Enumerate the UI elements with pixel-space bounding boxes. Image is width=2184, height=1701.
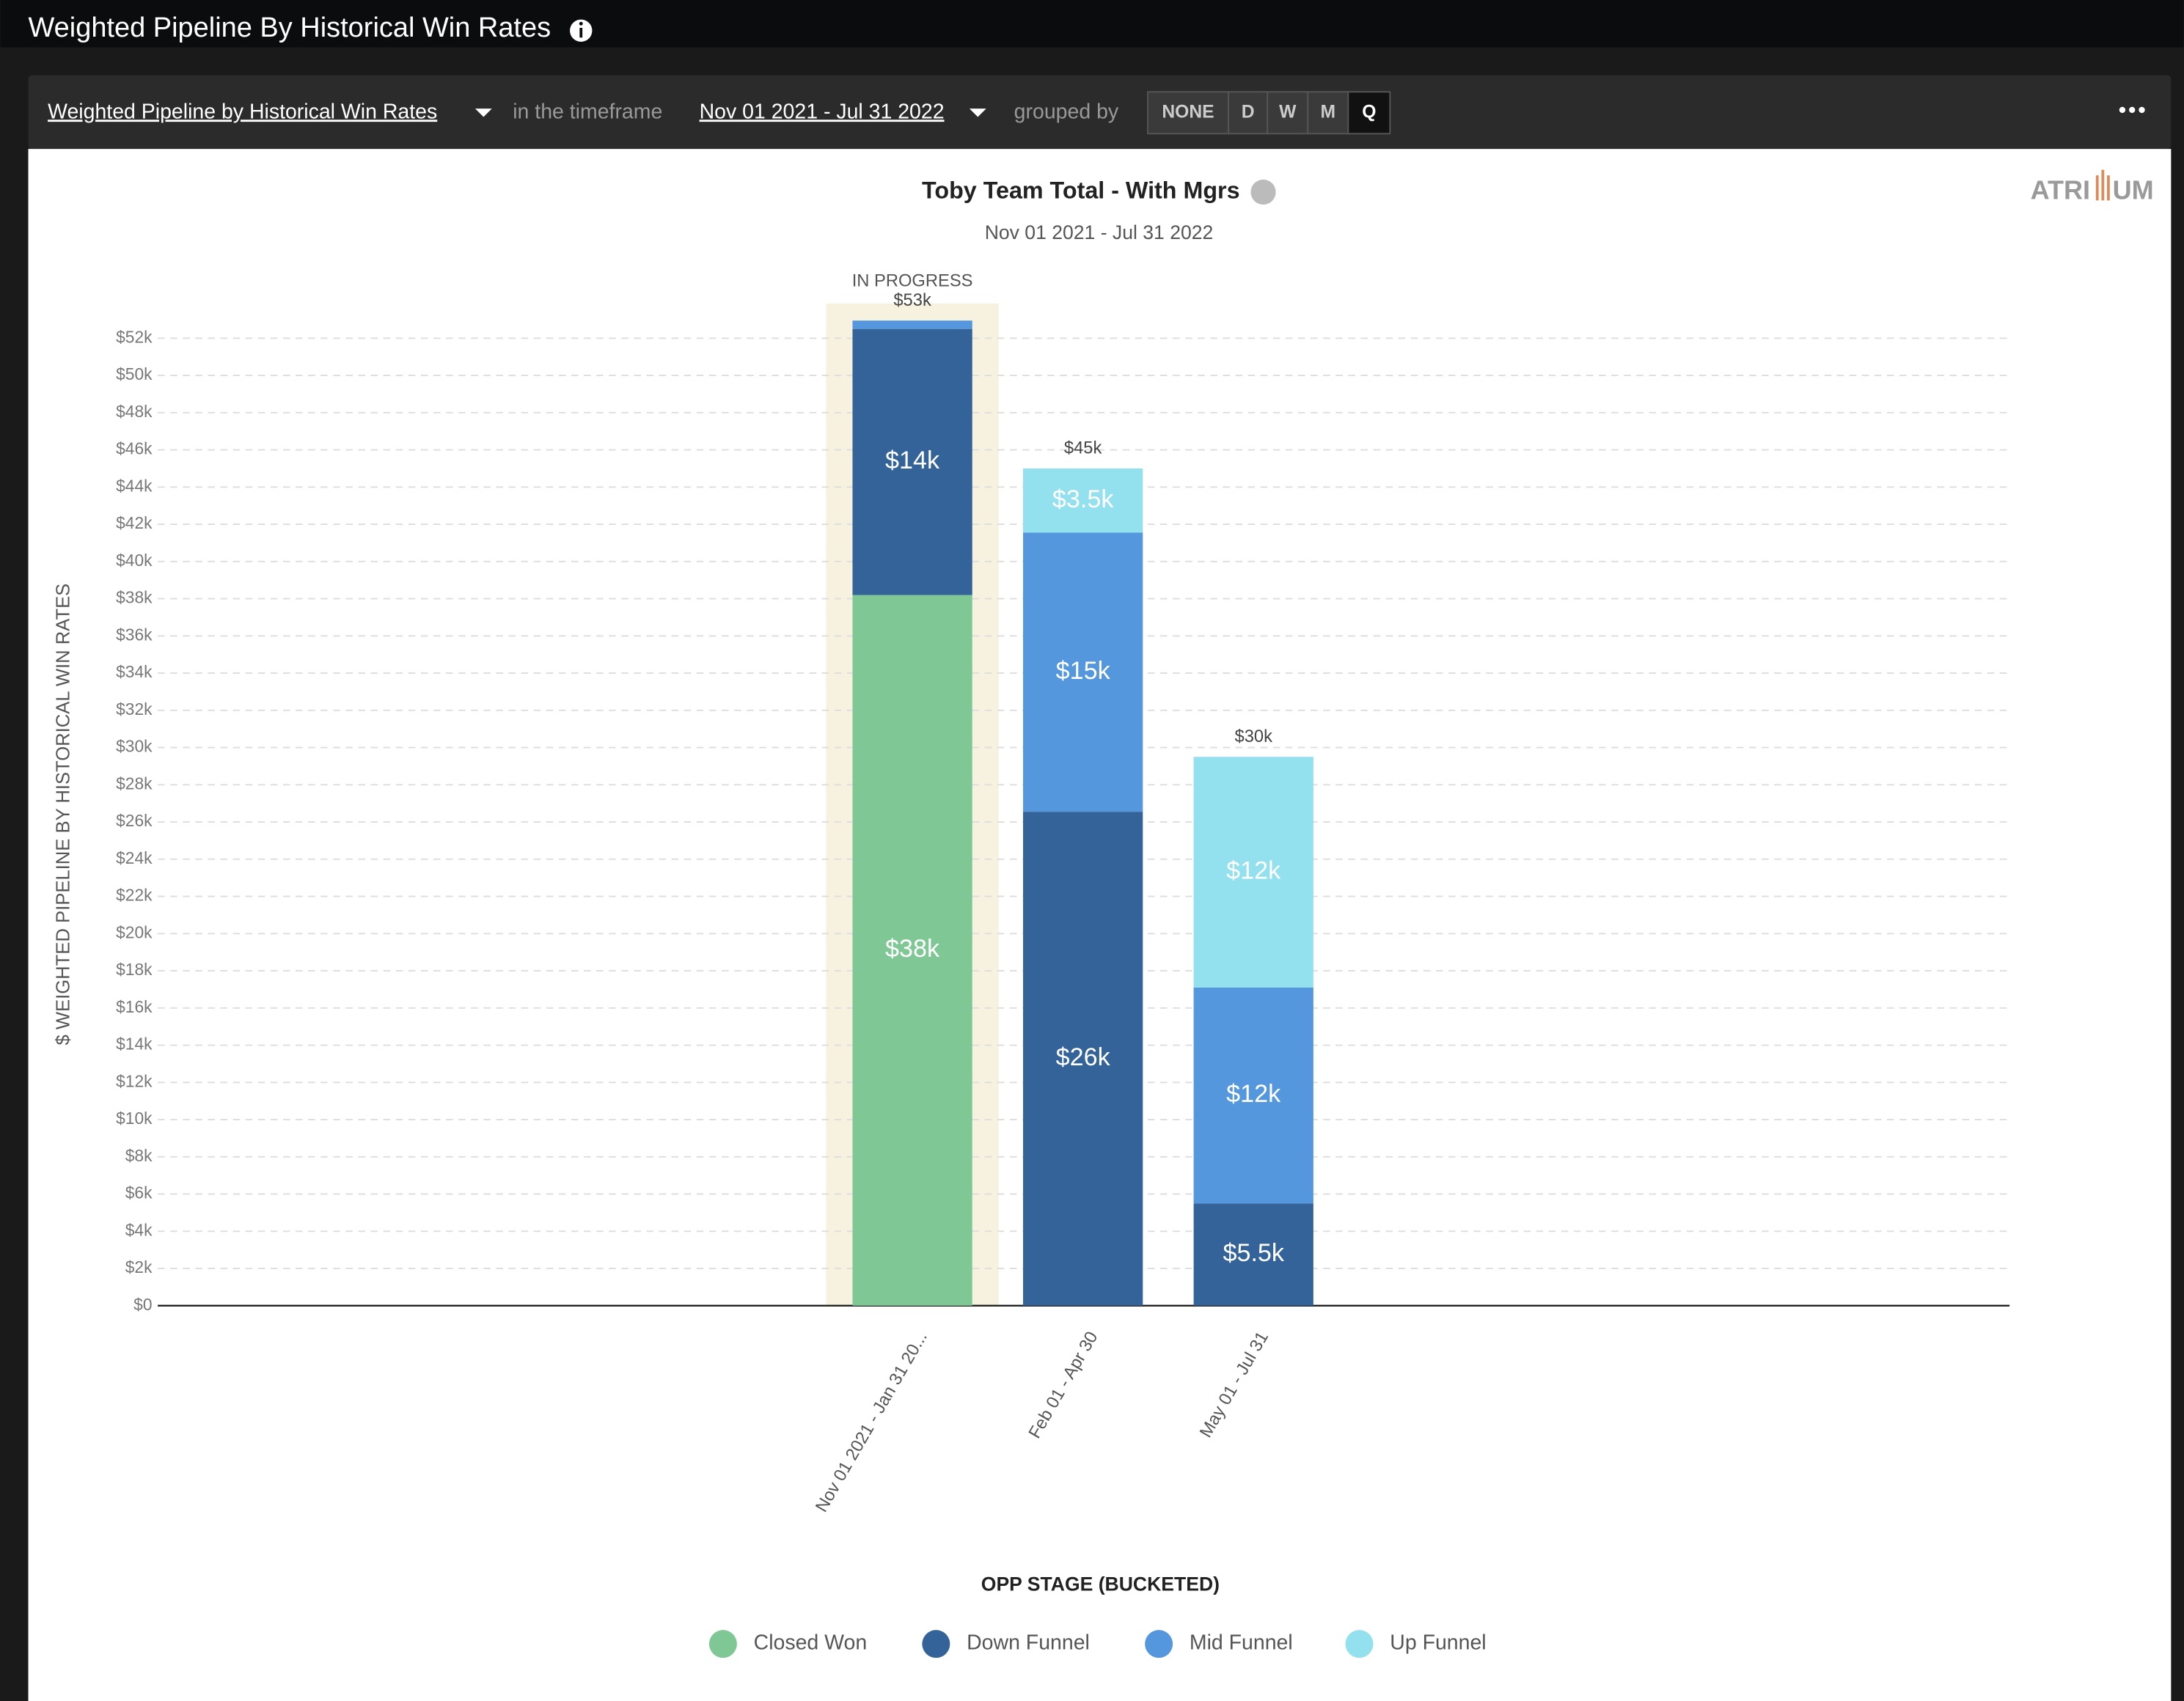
legend-label[interactable]: Mid Funnel	[1190, 1631, 1293, 1655]
dropdown-arrow[interactable]	[969, 109, 986, 117]
timeframe-select[interactable]: Nov 01 2021 - Jul 31 2022	[700, 100, 945, 123]
toolbar	[28, 75, 2172, 150]
logo-mark	[2101, 169, 2105, 201]
legend-label[interactable]: Closed Won	[754, 1631, 868, 1655]
y-tick-label: $32k	[116, 699, 153, 719]
y-tick-label: $52k	[116, 327, 153, 346]
y-tick-label: $10k	[116, 1109, 153, 1128]
value-label: $5.5k	[1223, 1239, 1284, 1267]
bar-segment	[1023, 532, 1143, 812]
y-tick-label: $12k	[116, 1071, 153, 1090]
legend-swatch[interactable]	[1345, 1630, 1374, 1658]
y-tick-label: $8k	[125, 1146, 153, 1165]
grouping-button[interactable]	[1146, 91, 1230, 135]
y-axis-title: $ WEIGHTED PIPELINE BY HISTORICAL WIN RA…	[54, 584, 74, 1046]
y-tick-label: $50k	[116, 364, 153, 383]
total-label: $45k	[1064, 439, 1102, 458]
legend-swatch[interactable]	[922, 1630, 950, 1658]
grouping-label[interactable]: Q	[1362, 102, 1376, 122]
grouping-button[interactable]	[1228, 91, 1269, 135]
menu-dot[interactable]	[2139, 106, 2145, 114]
dropdown-arrow[interactable]	[474, 109, 492, 117]
value-label: $12k	[1226, 1080, 1281, 1108]
y-tick-label: $26k	[116, 811, 153, 830]
y-tick-label: $46k	[116, 439, 153, 458]
grouping-button[interactable]	[1267, 91, 1309, 135]
y-tick-label: $34k	[116, 662, 153, 681]
bar-segment	[1193, 757, 1313, 988]
info-glyph	[579, 21, 583, 26]
total-label: $30k	[1235, 727, 1273, 746]
menu-dot[interactable]	[2119, 106, 2126, 114]
y-tick-label: $40k	[116, 551, 153, 570]
annotation: IN PROGRESS	[852, 271, 973, 290]
bar-segment	[852, 320, 972, 329]
grouping-button[interactable]	[1307, 91, 1349, 135]
bar-segment	[1193, 1203, 1313, 1306]
y-tick-label: $14k	[116, 1035, 153, 1054]
total-label: $53k	[893, 291, 931, 310]
report-select[interactable]: Weighted Pipeline by Historical Win Rate…	[48, 100, 437, 123]
y-tick-label: $22k	[116, 886, 153, 905]
chart-title: Toby Team Total - With Mgrs	[922, 177, 1240, 204]
value-label: $38k	[885, 935, 940, 963]
grouping-buttons: NONE D W M Q	[1146, 91, 1391, 135]
value-label: $14k	[885, 447, 940, 474]
chart-subtitle: Nov 01 2021 - Jul 31 2022	[985, 221, 1214, 243]
page-title: Weighted Pipeline By Historical Win Rate…	[29, 12, 552, 43]
logo-mark	[2095, 175, 2099, 201]
y-tick-label: $42k	[116, 513, 153, 532]
bar-segment	[1193, 987, 1313, 1204]
value-label: $26k	[1056, 1043, 1111, 1071]
logo-mark	[2107, 175, 2110, 201]
legend-swatch[interactable]	[1145, 1630, 1173, 1658]
y-tick-label: $2k	[125, 1257, 153, 1276]
value-label: $12k	[1226, 857, 1281, 885]
x-axis-title: OPP STAGE (BUCKETED)	[981, 1573, 1220, 1595]
legend-swatch[interactable]	[708, 1630, 737, 1658]
value-label: $15k	[1056, 657, 1111, 685]
legend-label[interactable]: Up Funnel	[1390, 1631, 1486, 1655]
y-tick-label: $38k	[116, 588, 153, 607]
toolbar-label: in the timeframe	[513, 100, 662, 123]
grouping-button[interactable]	[1347, 91, 1391, 135]
menu-dot[interactable]	[2129, 106, 2136, 114]
value-label: $3.5k	[1052, 485, 1114, 513]
y-tick-label: $30k	[116, 737, 153, 756]
y-tick-label: $48k	[116, 402, 153, 421]
bar-segment	[1023, 468, 1143, 533]
y-tick-label: $18k	[116, 960, 153, 979]
y-tick-label: $36k	[116, 625, 153, 644]
y-tick-label: $28k	[116, 774, 153, 793]
info-glyph	[579, 27, 583, 38]
bar-segment	[852, 595, 972, 1306]
toolbar-label: grouped by	[1014, 100, 1119, 123]
y-tick-label: $6k	[125, 1183, 153, 1202]
y-tick-label: $16k	[116, 997, 153, 1016]
y-tick-label: $0	[133, 1295, 152, 1314]
grouping-label[interactable]: M	[1321, 102, 1336, 122]
grouping-label[interactable]: W	[1279, 102, 1297, 122]
grouping-label[interactable]: NONE	[1162, 102, 1214, 122]
bar-segment	[1023, 812, 1143, 1306]
legend-label[interactable]: Down Funnel	[967, 1631, 1090, 1655]
y-tick-label: $20k	[116, 922, 153, 941]
logo: UM	[2113, 175, 2154, 205]
y-tick-label: $24k	[116, 848, 153, 867]
y-tick-label: $44k	[116, 476, 153, 495]
bar-segment	[852, 328, 972, 595]
grouping-label[interactable]: D	[1242, 102, 1255, 122]
y-tick-label: $4k	[125, 1220, 153, 1239]
header-bar	[0, 0, 2184, 48]
logo: ATRI	[2031, 175, 2090, 205]
info-icon[interactable]	[1250, 179, 1276, 205]
